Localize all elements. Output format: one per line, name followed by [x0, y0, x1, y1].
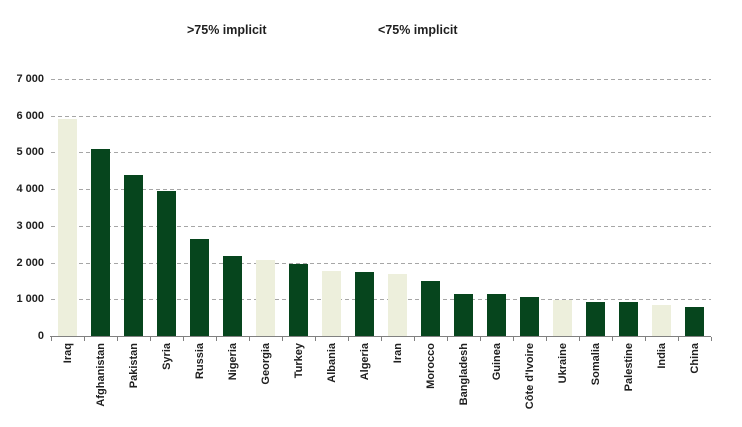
- legend-label-gt75-implicit: >75% implicit: [187, 22, 267, 37]
- x-label-china: China: [688, 343, 701, 374]
- bar-morocco: [421, 280, 440, 336]
- x-axis-tick: [480, 337, 481, 341]
- x-label-russia: Russia: [193, 343, 206, 380]
- x-axis-tick: [216, 337, 217, 341]
- gridline-2000: [51, 262, 711, 264]
- legend-swatch-gt75-implicit: [117, 17, 181, 42]
- x-label-ukraine: Ukraine: [556, 343, 569, 384]
- x-label-iran: Iran: [391, 343, 404, 364]
- x-axis-tick: [711, 337, 712, 341]
- x-axis-tick: [117, 337, 118, 341]
- y-tick-label-1000: 1 000: [16, 293, 44, 306]
- x-label-india: India: [655, 343, 668, 369]
- bar-c-te-d-ivoire: [520, 296, 539, 336]
- x-axis-tick: [579, 337, 580, 341]
- gridline-4000: [51, 189, 711, 191]
- y-tick-label-3000: 3 000: [16, 219, 44, 232]
- x-label-algeria: Algeria: [358, 343, 371, 381]
- x-label-iraq: Iraq: [61, 343, 74, 364]
- x-axis-tick: [348, 337, 349, 341]
- legend-swatch-lt75-implicit: [308, 17, 372, 42]
- bar-albania: [322, 271, 341, 336]
- x-label-albania: Albania: [325, 343, 338, 383]
- bar-iraq: [58, 119, 77, 336]
- x-axis-tick: [645, 337, 646, 341]
- bar-bangladesh: [454, 294, 473, 336]
- x-axis-tick: [315, 337, 316, 341]
- y-tick-label-7000: 7 000: [16, 73, 44, 85]
- legend-item-gt75-implicit: >75% implicit: [117, 17, 267, 42]
- x-axis-tick: [183, 337, 184, 341]
- y-tick-label-0: 0: [37, 330, 44, 342]
- gridline-5000: [51, 152, 711, 154]
- x-axis-tick: [414, 337, 415, 341]
- gridline-7000: [51, 79, 711, 80]
- bar-india: [652, 305, 671, 336]
- x-label-morocco: Morocco: [424, 343, 437, 389]
- y-tick-label-5000: 5 000: [16, 146, 44, 159]
- x-axis-line: [50, 336, 711, 337]
- bar-ukraine: [553, 300, 572, 336]
- x-label-turkey: Turkey: [292, 343, 305, 379]
- y-tick-label-6000: 6 000: [16, 109, 44, 122]
- bar-pakistan: [124, 175, 143, 336]
- bar-somalia: [586, 302, 605, 336]
- x-label-guinea: Guinea: [490, 343, 503, 381]
- x-axis-tick: [612, 337, 613, 341]
- bar-guinea: [487, 294, 506, 336]
- x-axis-tick: [282, 337, 283, 341]
- y-tick-label-2000: 2 000: [16, 256, 44, 269]
- bar-turkey: [289, 264, 308, 336]
- x-axis-tick: [51, 337, 52, 341]
- x-axis-tick: [546, 337, 547, 341]
- x-axis-tick: [678, 337, 679, 341]
- x-axis-tick: [513, 337, 514, 341]
- x-axis-tick: [150, 337, 151, 341]
- x-axis-tick: [84, 337, 85, 341]
- bar-china: [685, 307, 704, 336]
- x-axis-tick: [381, 337, 382, 341]
- x-label-bangladesh: Bangladesh: [457, 343, 470, 406]
- bar-syria: [157, 191, 176, 336]
- y-tick-label-4000: 4 000: [16, 183, 44, 196]
- bar-georgia: [256, 260, 275, 336]
- x-label-nigeria: Nigeria: [226, 343, 239, 381]
- x-label-c-te-d-ivoire: Côte d'Ivoire: [523, 343, 536, 410]
- x-axis-tick: [249, 337, 250, 341]
- bar-afghanistan: [91, 149, 110, 336]
- gridline-1000: [51, 299, 711, 301]
- bar-nigeria: [223, 255, 242, 336]
- x-label-afghanistan: Afghanistan: [94, 343, 107, 407]
- x-label-georgia: Georgia: [259, 343, 272, 385]
- gridline-6000: [51, 115, 711, 117]
- bar-russia: [190, 238, 209, 336]
- x-label-palestine: Palestine: [622, 343, 635, 392]
- bar-iran: [388, 273, 407, 336]
- x-label-syria: Syria: [160, 343, 173, 370]
- bar-algeria: [355, 272, 374, 336]
- bar-palestine: [619, 302, 638, 336]
- legend-item-lt75-implicit: <75% implicit: [308, 17, 458, 42]
- x-label-pakistan: Pakistan: [127, 343, 140, 389]
- x-axis-tick: [447, 337, 448, 341]
- legend-label-lt75-implicit: <75% implicit: [378, 22, 458, 37]
- x-label-somalia: Somalia: [589, 343, 602, 386]
- gridline-3000: [51, 225, 711, 227]
